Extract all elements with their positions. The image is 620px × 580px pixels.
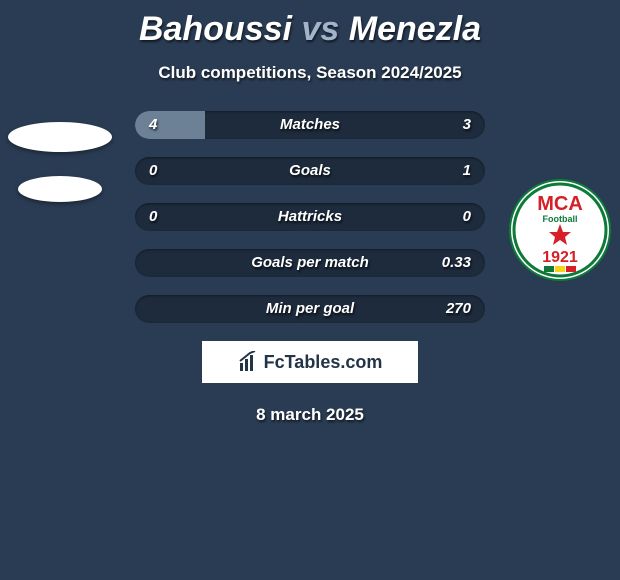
- brand-text: FcTables.com: [264, 352, 383, 373]
- player-logo-left: [8, 110, 112, 214]
- stat-value-right: 0: [463, 203, 471, 231]
- svg-text:1921: 1921: [542, 249, 578, 266]
- page-title: Bahoussi vs Menezla: [0, 0, 620, 49]
- stat-label: Goals per match: [135, 249, 485, 277]
- title-right: Menezla: [349, 10, 481, 48]
- stat-value-right: 0.33: [442, 249, 471, 277]
- chart-icon: [238, 351, 260, 373]
- stat-label: Min per goal: [135, 295, 485, 323]
- ellipse-shape: [18, 176, 102, 202]
- stat-row: Goals per match0.33: [135, 249, 485, 277]
- ellipse-shape: [8, 122, 112, 152]
- stat-row: 0Goals1: [135, 157, 485, 185]
- stats-container: 4Matches30Goals10Hattricks0Goals per mat…: [135, 111, 485, 323]
- player-logo-right: MCA Football 1921: [508, 178, 612, 282]
- stat-label: Hattricks: [135, 203, 485, 231]
- brand-box: FcTables.com: [202, 341, 418, 383]
- stat-label: Matches: [135, 111, 485, 139]
- title-left: Bahoussi: [139, 10, 292, 48]
- mca-badge-icon: MCA Football 1921: [508, 178, 612, 282]
- title-vs: vs: [301, 10, 339, 48]
- date-text: 8 march 2025: [0, 405, 620, 425]
- stat-row: 4Matches3: [135, 111, 485, 139]
- stat-row: 0Hattricks0: [135, 203, 485, 231]
- stat-label: Goals: [135, 157, 485, 185]
- stat-value-right: 3: [463, 111, 471, 139]
- svg-text:MCA: MCA: [537, 193, 583, 215]
- stat-row: Min per goal270: [135, 295, 485, 323]
- stat-value-right: 270: [446, 295, 471, 323]
- svg-text:Football: Football: [543, 214, 578, 224]
- stat-value-right: 1: [463, 157, 471, 185]
- subtitle: Club competitions, Season 2024/2025: [0, 63, 620, 83]
